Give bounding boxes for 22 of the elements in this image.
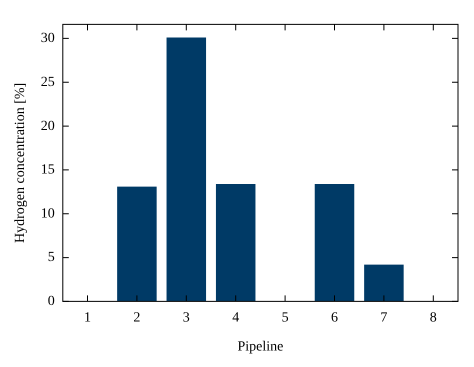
bar [364,264,404,302]
x-tick-label: 3 [182,310,190,326]
y-tick-label: 10 [40,206,55,222]
y-tick-label: 30 [40,31,55,46]
bar [166,38,206,302]
y-axis-title: Hydrogen concentration [%] [13,82,28,243]
y-tick-label: 20 [40,118,55,134]
x-tick-label: 7 [380,310,388,326]
y-tick-label: 15 [40,162,55,178]
y-tick-label: 0 [48,294,55,310]
bar [314,184,354,302]
bar [117,186,157,302]
x-tick-label: 1 [84,310,91,326]
x-axis-title: Pipeline [237,339,284,354]
x-tick-label: 6 [331,310,338,326]
x-tick-label: 4 [232,310,240,326]
y-tick-label: 25 [40,74,55,90]
x-tick-label: 8 [430,310,437,326]
bar [216,184,256,302]
y-tick-label: 5 [48,250,55,266]
x-tick-label: 5 [282,310,289,326]
x-tick-label: 2 [133,310,140,326]
